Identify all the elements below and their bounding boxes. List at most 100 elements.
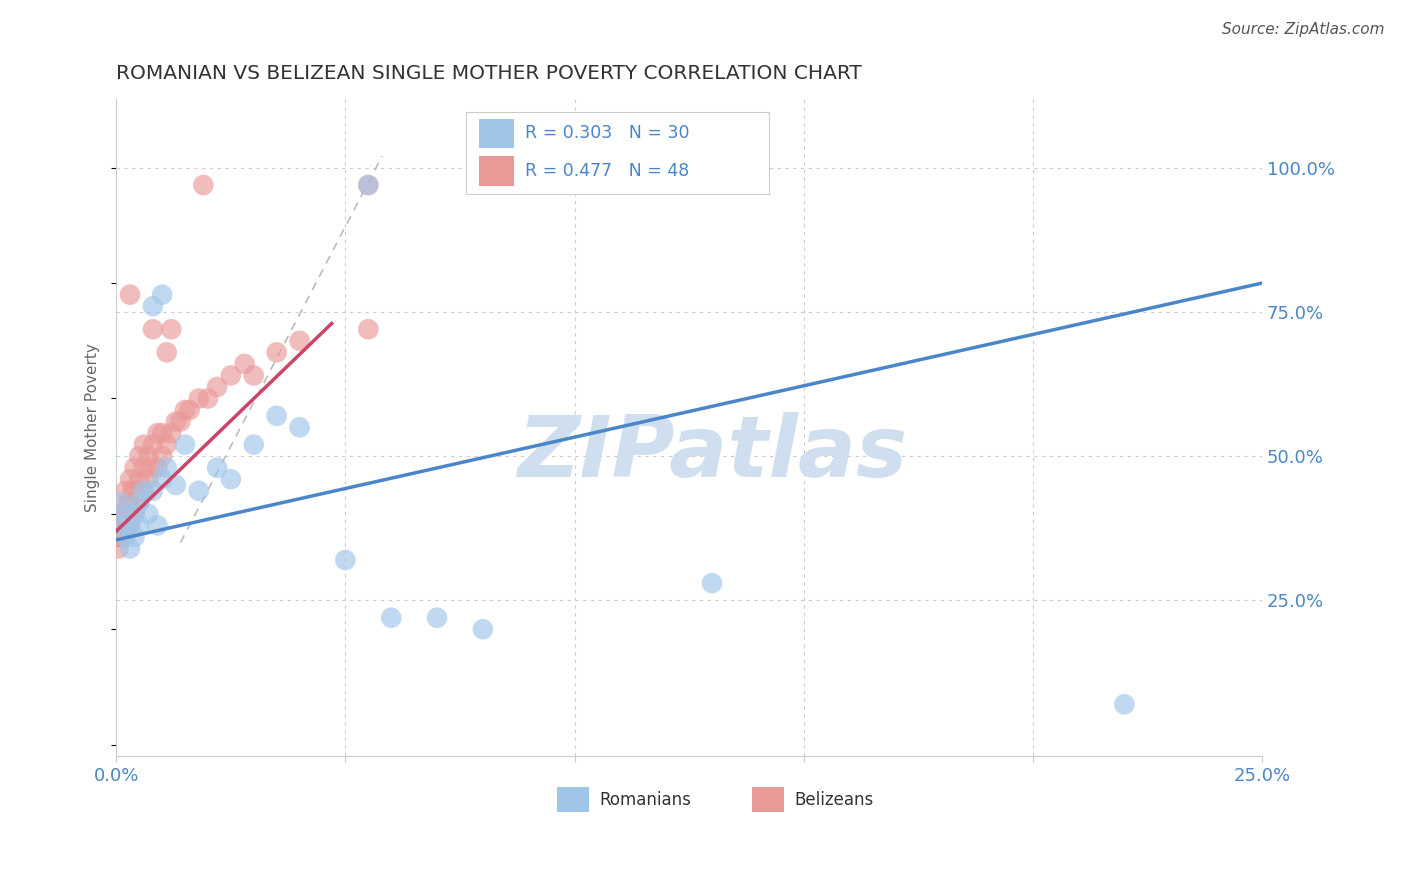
Point [132,483,155,498]
Point [357,322,380,336]
Point [471,622,494,636]
Point [219,472,242,486]
Point [114,483,136,498]
Point [112,507,135,521]
Point [156,460,179,475]
Point [124,507,146,521]
Point [110,507,132,521]
Point [118,472,141,486]
Point [112,530,135,544]
Point [138,449,160,463]
Point [128,495,150,509]
Point [233,357,256,371]
Point [128,518,150,533]
Point [1114,698,1136,712]
Point [142,460,165,475]
Point [357,178,380,192]
Point [108,518,131,533]
Point [128,472,150,486]
Point [205,380,228,394]
Point [380,611,402,625]
Point [187,483,209,498]
Point [288,334,311,348]
Point [150,426,173,441]
Point [169,415,191,429]
Bar [557,787,589,812]
Text: R = 0.477   N = 48: R = 0.477 N = 48 [526,162,689,180]
Point [124,507,146,521]
Point [700,576,723,591]
Point [174,437,197,451]
Text: R = 0.303   N = 30: R = 0.303 N = 30 [526,124,690,143]
Point [165,478,187,492]
Point [242,437,264,451]
Point [114,507,136,521]
Point [142,483,165,498]
Point [146,460,169,475]
Bar [479,119,513,148]
Point [193,178,215,192]
Point [142,299,165,313]
Point [150,472,173,486]
Point [187,392,209,406]
Point [242,368,264,383]
Point [110,518,132,533]
Text: ZIPatlas: ZIPatlas [517,412,907,495]
Point [107,541,129,556]
Point [156,437,179,451]
Point [117,495,139,509]
Point [115,518,138,533]
Point [357,178,380,192]
Point [118,518,141,533]
Point [118,518,141,533]
Point [160,322,183,336]
Point [107,530,129,544]
Text: ROMANIAN VS BELIZEAN SINGLE MOTHER POVERTY CORRELATION CHART: ROMANIAN VS BELIZEAN SINGLE MOTHER POVER… [117,64,862,83]
Bar [752,787,785,812]
Point [426,611,449,625]
Point [179,403,201,417]
Point [111,518,134,533]
Point [118,495,141,509]
Point [124,460,146,475]
Point [124,483,146,498]
Point [118,541,141,556]
Point [266,345,288,359]
Point [138,472,160,486]
Point [219,368,242,383]
Text: Belizeans: Belizeans [794,790,873,808]
Point [266,409,288,423]
Point [121,483,143,498]
Point [110,495,132,509]
Point [146,426,169,441]
Point [132,437,155,451]
Point [114,530,136,544]
Point [197,392,219,406]
Point [150,449,173,463]
Y-axis label: Single Mother Poverty: Single Mother Poverty [86,343,100,512]
Point [128,495,150,509]
Point [165,415,187,429]
Point [128,449,150,463]
Point [146,518,169,533]
Text: Romanians: Romanians [600,790,692,808]
Point [142,437,165,451]
Point [174,403,197,417]
Point [124,530,146,544]
Point [132,460,155,475]
Point [110,530,132,544]
Point [142,322,165,336]
Point [138,507,160,521]
Point [114,507,136,521]
Point [150,287,173,301]
Point [205,460,228,475]
Point [156,345,179,359]
Bar [479,156,513,186]
FancyBboxPatch shape [465,112,769,194]
Point [335,553,357,567]
Text: Source: ZipAtlas.com: Source: ZipAtlas.com [1222,22,1385,37]
Point [118,287,141,301]
Point [160,426,183,441]
Point [132,483,155,498]
Point [288,420,311,434]
